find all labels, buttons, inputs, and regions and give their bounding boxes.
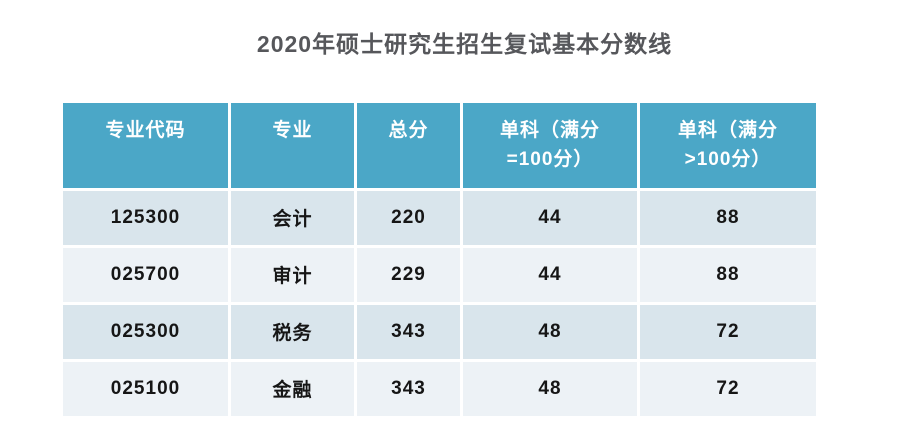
col-header-total: 总分 [357,102,460,188]
cell-total: 343 [357,361,460,416]
cell-single-gt100: 88 [640,247,816,302]
cell-code: 125300 [63,190,228,245]
col-header-label-line1: 单科（满分 [677,119,778,141]
cell-total: 229 [357,247,460,302]
table-row: 125300 会计 220 44 88 [63,190,816,245]
cell-total: 220 [357,190,460,245]
col-header-single-eq100: 单科（满分 =100分） [463,102,637,188]
cell-major: 税务 [231,304,354,359]
col-header-major: 专业 [231,102,354,188]
cell-single-eq100: 48 [463,304,637,359]
table-row: 025300 税务 343 48 72 [63,304,816,359]
cell-major: 审计 [231,247,354,302]
cell-single-gt100: 88 [640,190,816,245]
cell-single-eq100: 44 [463,190,637,245]
table-row: 025100 金融 343 48 72 [63,361,816,416]
table-header-row: 专业代码 专业 总分 单科（满分 =100分） 单科（满分 >100分） [63,102,816,188]
cell-code: 025700 [63,247,228,302]
col-header-label-line1: 单科（满分 [499,119,600,141]
cell-single-gt100: 72 [640,304,816,359]
table-row: 025700 审计 229 44 88 [63,247,816,302]
cell-code: 025300 [63,304,228,359]
col-header-label: 总分 [388,119,429,141]
cell-single-eq100: 44 [463,247,637,302]
page-title: 2020年硕士研究生招生复试基本分数线 [256,31,673,57]
col-header-label-line2: >100分） [684,149,772,171]
col-header-code: 专业代码 [63,102,228,188]
score-table: 专业代码 专业 总分 单科（满分 =100分） 单科（满分 >100分） [60,100,819,419]
cell-single-eq100: 48 [463,361,637,416]
cell-code: 025100 [63,361,228,416]
col-header-label: 专业代码 [105,119,186,141]
col-header-single-gt100: 单科（满分 >100分） [640,102,816,188]
cell-major: 会计 [231,190,354,245]
col-header-label-line2: =100分） [506,149,594,171]
col-header-label: 专业 [272,119,313,141]
cell-major: 金融 [231,361,354,416]
cell-total: 343 [357,304,460,359]
cell-single-gt100: 72 [640,361,816,416]
